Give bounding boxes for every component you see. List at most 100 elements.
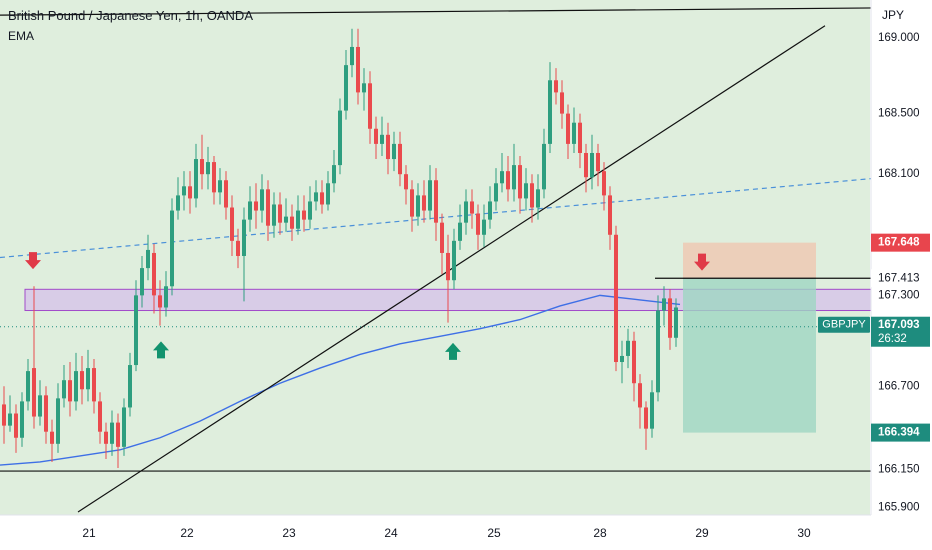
candle-body — [170, 210, 174, 287]
candle-body — [104, 431, 108, 444]
candle-body — [188, 186, 192, 199]
candle-body — [512, 165, 516, 190]
candle-body — [80, 371, 84, 390]
candle-body — [590, 152, 594, 178]
x-tick-label: 29 — [695, 526, 709, 540]
arrow-marker-down-4[interactable] — [694, 253, 710, 271]
candle-body — [146, 249, 150, 269]
candle-body — [134, 295, 138, 366]
candle-body — [92, 368, 96, 402]
candle-body — [218, 180, 222, 193]
candle-body — [110, 422, 114, 444]
candle-body — [236, 240, 240, 256]
candle-body — [32, 368, 36, 417]
indicator-label[interactable]: EMA — [8, 29, 35, 43]
candle-body — [374, 128, 378, 144]
candle-body — [86, 368, 90, 390]
stop-price-tag[interactable] — [871, 233, 930, 252]
candle-body — [662, 298, 666, 311]
candle-body — [494, 183, 498, 202]
candle-body — [530, 183, 534, 208]
candle-body — [452, 240, 456, 281]
candle-body — [266, 189, 270, 226]
candle-body — [44, 395, 48, 432]
candle-body — [392, 143, 396, 160]
take-profit-area[interactable] — [683, 278, 816, 433]
candle-body — [344, 65, 348, 111]
y-tick-label: 166.150 — [878, 464, 920, 476]
level-price-tag[interactable] — [871, 269, 930, 288]
candle-body — [626, 340, 630, 356]
candle-body — [476, 213, 480, 235]
trendline-2[interactable] — [0, 6, 921, 16]
candle-body — [434, 180, 438, 223]
candle-body — [584, 152, 588, 178]
x-tick-label: 21 — [82, 526, 96, 540]
x-tick-label: 22 — [180, 526, 194, 540]
target-price-label: 166.394 — [878, 427, 920, 439]
candle-body — [62, 380, 66, 399]
candle-body — [200, 159, 204, 175]
candle-body — [314, 192, 318, 202]
candle-body — [284, 216, 288, 223]
candle-body — [302, 210, 306, 220]
candle-body — [656, 310, 660, 393]
y-tick-label: 168.500 — [878, 108, 920, 120]
candle-body — [644, 407, 648, 429]
target-price-tag[interactable] — [871, 423, 930, 442]
ema-line[interactable] — [0, 294, 681, 466]
candle-body — [56, 398, 60, 444]
time-axis-panel[interactable] — [0, 515, 871, 550]
arrow-marker-up-2[interactable] — [153, 341, 169, 359]
candle-body — [278, 204, 282, 223]
symbol-tag[interactable] — [818, 316, 870, 333]
candle-body — [632, 340, 636, 384]
candle-body — [116, 422, 120, 447]
candle-body — [242, 219, 246, 256]
arrow-marker-down-1[interactable] — [25, 252, 41, 270]
candle-body — [368, 83, 372, 129]
candle-body — [254, 201, 258, 211]
candle-body — [26, 371, 30, 402]
arrow-marker-up-3[interactable] — [445, 342, 461, 360]
x-tick-label: 28 — [593, 526, 607, 540]
candle-body — [560, 92, 564, 114]
bar-countdown-label: 26:32 — [878, 333, 907, 345]
y-tick-label: 168.100 — [878, 168, 920, 180]
candle-body — [488, 201, 492, 220]
candle-body — [650, 392, 654, 429]
candle-body — [572, 122, 576, 144]
y-tick-label: 169.000 — [878, 32, 920, 44]
candle-body — [68, 380, 72, 402]
candle-body — [230, 207, 234, 241]
candle-body — [122, 407, 126, 447]
candle-body — [542, 143, 546, 190]
candle-body — [578, 122, 582, 153]
x-tick-label: 25 — [487, 526, 501, 540]
candle-body — [296, 210, 300, 229]
candle-body — [548, 80, 552, 144]
last-price-tag[interactable] — [871, 316, 930, 347]
candle-body — [326, 183, 330, 205]
candle-body — [440, 222, 444, 253]
trendline-1[interactable] — [77, 25, 826, 513]
candle-body — [638, 383, 642, 408]
candle-body — [248, 201, 252, 220]
symbol-tag-label: GBPJPY — [822, 319, 866, 331]
stop-price-label: 167.648 — [878, 237, 920, 249]
candle-body — [422, 195, 426, 211]
candle-body — [428, 180, 432, 211]
candle-body — [164, 286, 168, 308]
candle-body — [224, 180, 228, 208]
candle-body — [566, 113, 570, 144]
candle-body — [674, 307, 678, 338]
candle-body — [410, 189, 414, 217]
candle-body — [20, 401, 24, 438]
candle-body — [398, 143, 402, 175]
candle-body — [362, 83, 366, 93]
candle-body — [8, 413, 12, 426]
candle-body — [98, 401, 102, 432]
candle-body — [152, 252, 156, 296]
candle-body — [356, 46, 360, 93]
